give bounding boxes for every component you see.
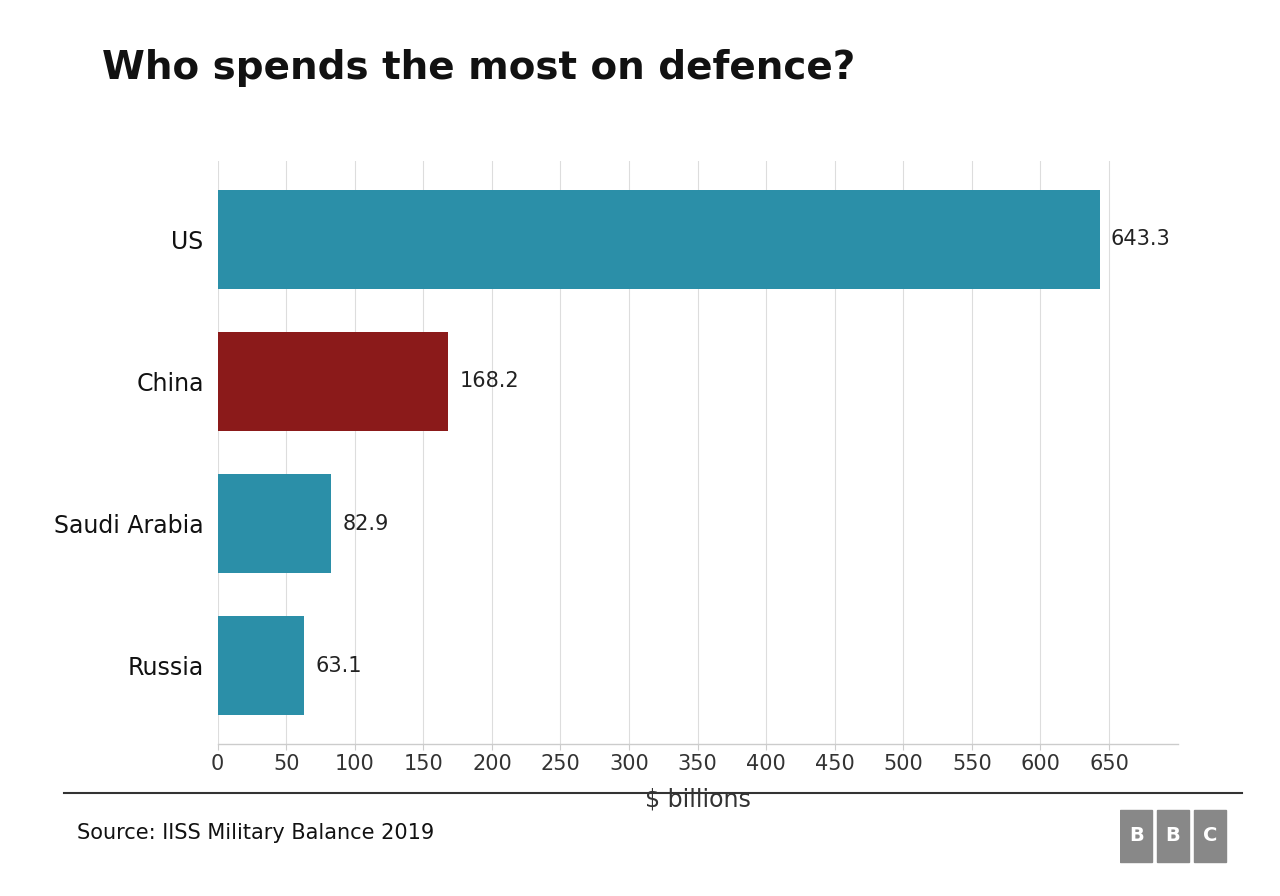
FancyBboxPatch shape [1194, 811, 1226, 862]
Bar [218, 190, 1100, 289]
Text: B: B [1129, 826, 1143, 845]
FancyBboxPatch shape [1157, 811, 1189, 862]
Text: Source: IISS Military Balance 2019: Source: IISS Military Balance 2019 [77, 823, 434, 843]
Bar [218, 332, 448, 431]
Bar [218, 616, 305, 715]
Text: 63.1: 63.1 [315, 656, 362, 676]
Text: 82.9: 82.9 [342, 513, 389, 533]
Text: Who spends the most on defence?: Who spends the most on defence? [102, 49, 855, 87]
Text: 168.2: 168.2 [460, 372, 518, 392]
Text: C: C [1203, 826, 1217, 845]
FancyBboxPatch shape [1120, 811, 1152, 862]
Text: 643.3: 643.3 [1111, 229, 1171, 249]
Text: B: B [1166, 826, 1180, 845]
Bar [218, 474, 332, 573]
X-axis label: $ billions: $ billions [645, 788, 750, 812]
